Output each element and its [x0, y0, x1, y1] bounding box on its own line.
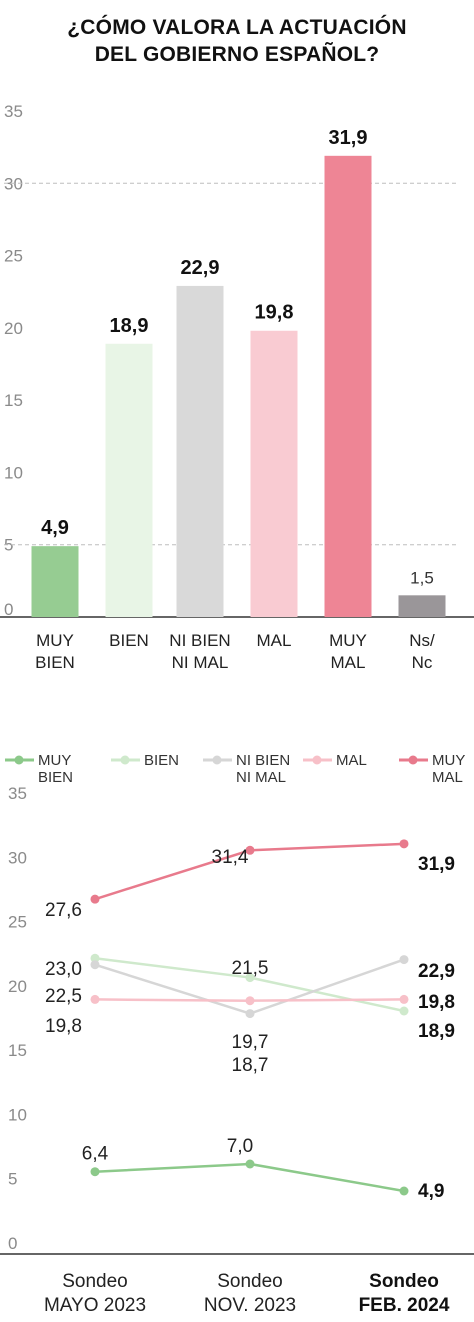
series-point-1-1: [245, 973, 255, 983]
series-value-label-1-2: 18,9: [418, 1021, 455, 1042]
line-x-label-0-1: MAYO 2023: [44, 1295, 146, 1316]
bar-y-tick-15: 15: [4, 391, 23, 410]
series-value-label-0-1: 7,0: [227, 1136, 253, 1157]
series-point-0-0: [90, 1167, 100, 1177]
series-value-label-4-2: 31,9: [418, 854, 455, 875]
bar-category-label-3-0: MAL: [257, 631, 292, 650]
legend-swatch-dot-3: [312, 755, 322, 765]
line-y-tick-10: 10: [8, 1105, 27, 1124]
series-point-2-0: [90, 960, 100, 970]
bar-2: [176, 285, 224, 617]
bar-category-label-2-0: NI BIEN: [169, 631, 230, 650]
bar-y-tick-5: 5: [4, 536, 13, 555]
line-y-tick-35: 35: [8, 784, 27, 803]
bar-category-label-1-0: BIEN: [109, 631, 149, 650]
line-x-label-2-0: Sondeo: [369, 1271, 439, 1292]
legend-label-3-0: MAL: [336, 752, 367, 769]
bar-value-label-2: 22,9: [181, 257, 220, 279]
legend-swatch-dot-1: [120, 755, 130, 765]
series-point-2-1: [245, 1009, 255, 1019]
bar-category-label-2-1: NI MAL: [172, 653, 229, 672]
bar-category-label-0-0: MUY: [36, 631, 74, 650]
line-x-label-1-1: NOV. 2023: [204, 1295, 296, 1316]
series-point-3-2: [399, 994, 409, 1004]
series-point-2-2: [399, 955, 409, 965]
legend-swatch-dot-4: [408, 755, 418, 765]
bar-category-label-5-0: Ns/: [409, 631, 435, 650]
bar-category-label-0-1: BIEN: [35, 653, 75, 672]
legend-swatch-dot-2: [212, 755, 222, 765]
bar-5: [398, 595, 446, 617]
legend-label-0-1: BIEN: [38, 769, 73, 786]
legend-label-2-1: NI MAL: [236, 769, 286, 786]
bar-y-tick-25: 25: [4, 247, 23, 266]
bar-value-label-3: 19,8: [255, 302, 294, 324]
bar-4: [324, 155, 372, 617]
series-value-label-3-1: 19,7: [232, 1032, 269, 1053]
bar-category-label-4-1: MAL: [331, 653, 366, 672]
line-y-tick-0: 0: [8, 1234, 17, 1253]
line-y-tick-15: 15: [8, 1041, 27, 1060]
series-point-1-2: [399, 1006, 409, 1016]
bar-1: [105, 343, 153, 617]
line-x-label-0-0: Sondeo: [62, 1271, 128, 1292]
legend-label-4-0: MUY: [432, 752, 465, 769]
bar-0: [31, 546, 79, 617]
series-value-label-2-0: 22,5: [45, 986, 82, 1007]
series-value-label-3-2: 19,8: [418, 992, 455, 1013]
chart-title: ¿CÓMO VALORA LA ACTUACIÓN DEL GOBIERNO E…: [0, 14, 474, 68]
bar-y-tick-20: 20: [4, 319, 23, 338]
series-value-label-4-1: 31,4: [212, 847, 249, 868]
title-line-1: ¿CÓMO VALORA LA ACTUACIÓN: [67, 16, 407, 39]
line-y-tick-25: 25: [8, 913, 27, 932]
legend-label-0-0: MUY: [38, 752, 71, 769]
series-point-1-0: [90, 953, 100, 963]
line-y-tick-20: 20: [8, 977, 27, 996]
legend-label-4-1: MAL: [432, 769, 463, 786]
bar-y-tick-35: 35: [4, 102, 23, 121]
series-value-label-4-0: 27,6: [45, 900, 82, 921]
series-value-label-1-1: 21,5: [232, 958, 269, 979]
series-value-label-0-2: 4,9: [418, 1181, 444, 1202]
bar-3: [250, 330, 298, 617]
series-point-4-1: [245, 845, 255, 855]
series-point-0-1: [245, 1159, 255, 1169]
bar-category-label-5-1: Nc: [412, 653, 433, 672]
line-y-tick-30: 30: [8, 848, 27, 867]
line-y-tick-5: 5: [8, 1170, 17, 1189]
series-point-3-1: [245, 996, 255, 1006]
series-point-3-0: [90, 994, 100, 1004]
legend-label-2-0: NI BIEN: [236, 752, 290, 769]
bar-category-label-4-0: MUY: [329, 631, 367, 650]
legend-swatch-dot-0: [14, 755, 24, 765]
series-point-4-2: [399, 839, 409, 849]
line-x-label-2-1: FEB. 2024: [359, 1295, 450, 1316]
series-value-label-1-0: 23,0: [45, 959, 82, 980]
bar-y-tick-0: 0: [4, 600, 13, 619]
series-point-0-2: [399, 1186, 409, 1196]
series-value-label-0-0: 6,4: [82, 1144, 109, 1165]
bar-value-label-4: 31,9: [329, 127, 368, 149]
bar-value-label-5: 1,5: [410, 568, 434, 587]
series-value-label-3-0: 19,8: [45, 1016, 82, 1037]
title-line-2: DEL GOBIERNO ESPAÑOL?: [94, 43, 380, 66]
series-point-4-0: [90, 894, 100, 904]
series-value-label-2-1: 18,7: [232, 1055, 269, 1076]
line-x-label-1-0: Sondeo: [217, 1271, 283, 1292]
series-value-label-2-2: 22,9: [418, 961, 455, 982]
bar-y-tick-10: 10: [4, 463, 23, 482]
bar-value-label-1: 18,9: [110, 315, 149, 337]
legend-label-1-0: BIEN: [144, 752, 179, 769]
bar-value-label-0: 4,9: [41, 517, 69, 539]
